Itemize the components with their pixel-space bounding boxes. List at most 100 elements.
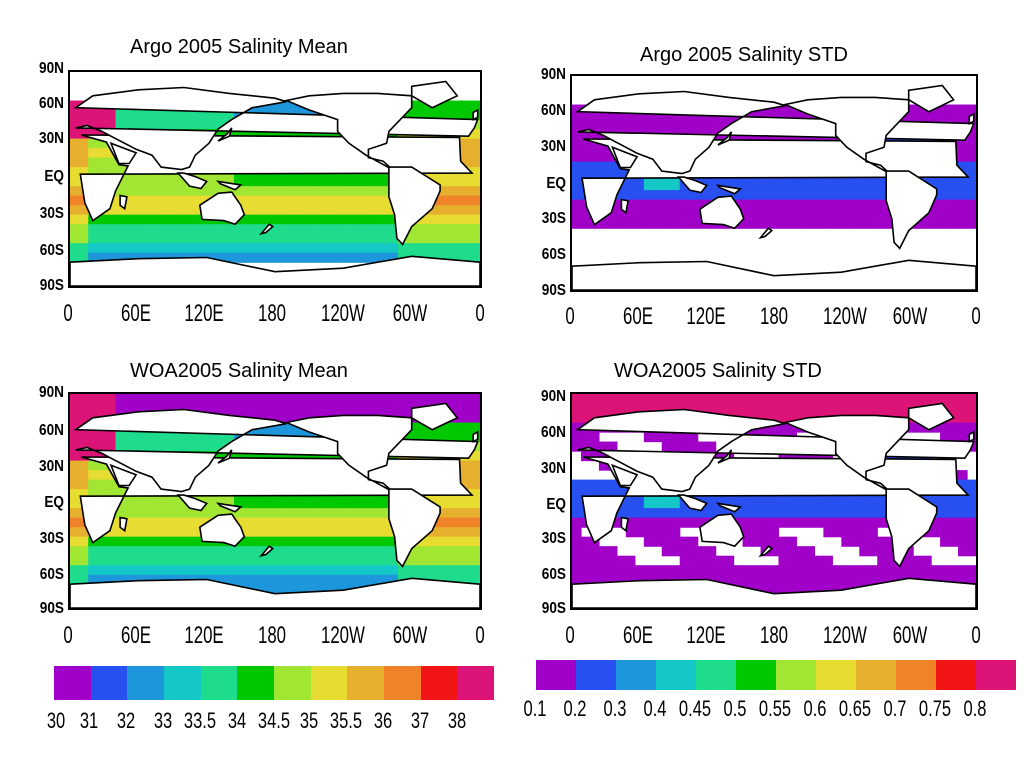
lon-label: 120W (321, 300, 365, 327)
field-cell (215, 508, 226, 519)
field-cell (434, 176, 445, 187)
field-cell (133, 555, 144, 566)
field-cell (805, 133, 815, 144)
field-cell (769, 394, 780, 405)
field-cell (343, 243, 354, 254)
field-cell (325, 176, 335, 187)
field-cell (115, 489, 126, 500)
field-cell (270, 394, 281, 405)
field-cell (967, 565, 976, 576)
field-cell (370, 546, 381, 557)
field-cell (334, 224, 344, 235)
field-cell (787, 199, 798, 210)
field-cell (841, 209, 851, 220)
field-cell (97, 148, 108, 159)
land-outline (119, 516, 128, 533)
field-cell (261, 176, 272, 187)
field-cell (643, 517, 654, 528)
field-cell (179, 565, 190, 576)
field-cell (152, 233, 162, 244)
field-cell (343, 214, 354, 225)
field-cell (715, 190, 726, 201)
field-cell (724, 190, 735, 201)
field-cell (306, 186, 317, 197)
colorbar-tick-label: 32 (116, 708, 136, 733)
field-cell (279, 186, 290, 197)
field-cell (288, 422, 299, 433)
field-cell (958, 546, 968, 557)
mean-colorbar (54, 666, 495, 700)
field-cell (142, 195, 153, 206)
field-cell (270, 574, 281, 585)
field-cell (778, 180, 789, 191)
lat-label: EQ (546, 496, 566, 513)
field-cell (949, 403, 959, 414)
field-cell (352, 205, 363, 216)
field-cell (316, 195, 326, 206)
field-cell (688, 536, 699, 547)
field-cell (297, 451, 308, 462)
field-cell (370, 252, 381, 263)
field-cell (97, 565, 108, 576)
colorbar-swatch (736, 660, 776, 690)
field-cell (97, 479, 108, 490)
field-cell (443, 517, 454, 528)
field-cell (361, 517, 372, 528)
field-cell (877, 190, 887, 201)
field-cell (598, 441, 609, 452)
land-outline (73, 86, 479, 171)
field-cell (940, 432, 950, 443)
field-cell (88, 574, 98, 585)
field-cell (334, 584, 344, 595)
lon-label: 120E (184, 622, 224, 649)
field-cell (434, 574, 445, 585)
field-cell (334, 176, 344, 187)
field-cell (297, 252, 308, 263)
field-cell (361, 214, 372, 225)
field-cell (133, 432, 144, 443)
field-cell (589, 142, 600, 153)
field-cell (224, 432, 235, 443)
field-cell (316, 546, 326, 557)
field-cell (88, 479, 98, 490)
field-cell (124, 224, 135, 235)
field-cell (796, 574, 807, 585)
field-cell (279, 205, 290, 216)
field-cell (643, 432, 654, 443)
field-cell (958, 142, 968, 153)
field-cell (814, 190, 824, 201)
field-cell (670, 403, 681, 414)
field-cell (243, 205, 253, 216)
field-cell (161, 119, 171, 130)
field-cell (161, 403, 171, 414)
field-cell (841, 508, 851, 519)
colorbar-tick-label: 38 (447, 708, 467, 733)
colorbar-tick-label: 0.3 (603, 696, 627, 721)
field-cell (197, 403, 208, 414)
field-cell (461, 470, 472, 481)
field-cell (388, 403, 399, 414)
field-cell (823, 133, 833, 144)
field-cell (643, 508, 654, 519)
field-cell (252, 252, 262, 263)
field-cell (188, 243, 199, 254)
lon-label: 0 (565, 622, 575, 649)
field-cell (949, 432, 959, 443)
field-cell (343, 176, 354, 187)
field-cell (434, 517, 445, 528)
field-cell (859, 536, 869, 547)
field-cell (778, 451, 789, 462)
land-outline (676, 494, 708, 512)
field-cell (580, 479, 591, 490)
field-cell (958, 536, 968, 547)
field-cell (859, 394, 869, 405)
field-cell (252, 508, 262, 519)
field-cell (288, 252, 299, 263)
field-cell (796, 565, 807, 576)
field-cell (297, 498, 308, 509)
field-cell (598, 133, 609, 144)
field-cell (787, 403, 798, 414)
field-cell (589, 546, 600, 557)
field-cell (97, 214, 108, 225)
field-cell (434, 565, 445, 576)
